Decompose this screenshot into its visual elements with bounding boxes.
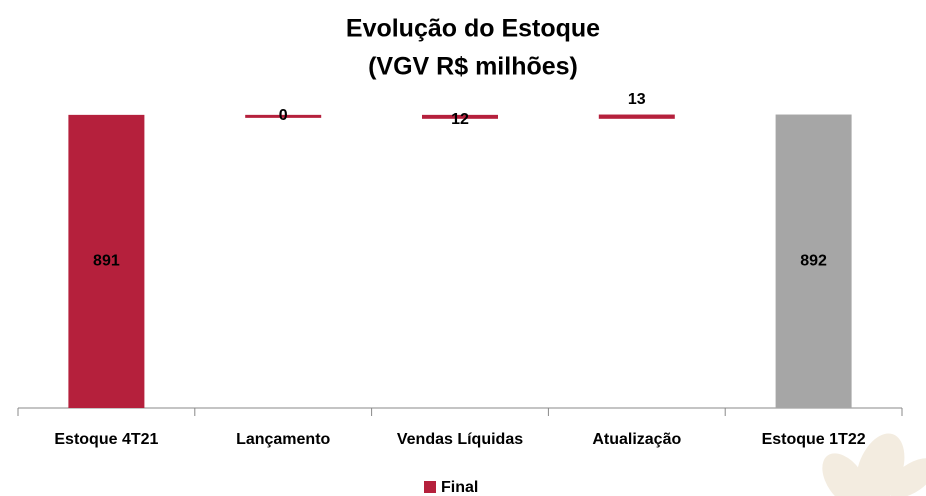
bar	[245, 114, 322, 118]
x-tick-label: Vendas Líquidas	[397, 431, 523, 448]
value-label: 891	[93, 253, 120, 270]
x-tick-label: Lançamento	[236, 431, 330, 448]
x-tick-label: Atualização	[592, 431, 681, 448]
x-tick-label: Estoque 4T21	[54, 431, 158, 448]
bar	[68, 114, 145, 409]
value-label: 892	[800, 252, 827, 269]
chart-subtitle: (VGV R$ milhões)	[368, 53, 578, 81]
decoration	[822, 433, 926, 496]
bar	[598, 114, 675, 119]
legend-swatch	[424, 481, 436, 493]
chart-title: Evolução do Estoque	[346, 15, 600, 43]
value-label: 12	[451, 111, 469, 128]
bar	[775, 114, 852, 409]
x-tick-label: Estoque 1T22	[762, 431, 866, 448]
bar	[422, 114, 498, 119]
value-label: 0	[279, 107, 288, 124]
legend-label: Final	[441, 479, 478, 496]
value-label: 13	[628, 91, 646, 108]
